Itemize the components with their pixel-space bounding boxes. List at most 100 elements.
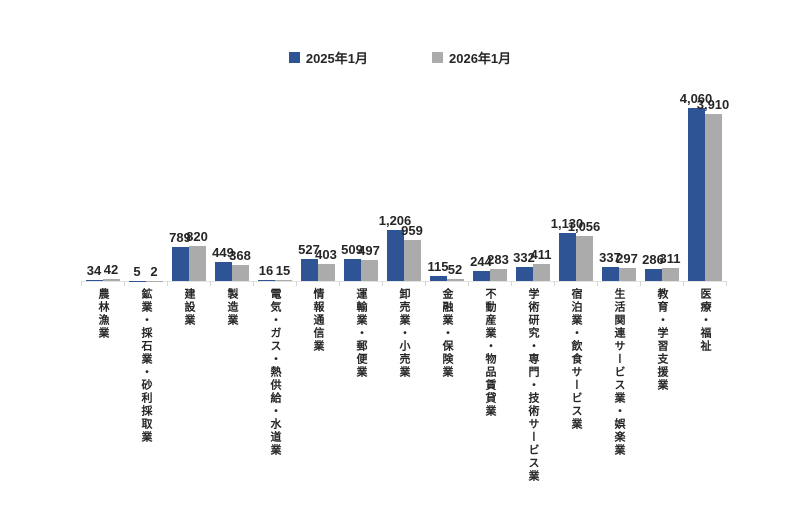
axis-tick [81,281,82,286]
bar-2025 [214,261,232,281]
plot-area: 34 42 5 2 789 820 449 368 16 15 527 403 509 497 1,206 9… [81,92,729,286]
category-label: 卸売業・小売業 [398,288,410,379]
bar-group: 332 411 [511,108,554,281]
bar-2026 [317,263,335,281]
bar-2026 [360,259,378,281]
bar-2026 [102,279,120,281]
category-label-cell: 建設業 [167,288,210,327]
bar-group: 34 42 [81,108,124,281]
bar-value-label: 3,910 [696,97,730,113]
bar-group: 1,130 1,056 [551,108,600,281]
bar-group: 789 820 [167,108,210,281]
bar-value-label: 297 [616,251,638,267]
axis-tick [597,281,598,286]
bar-value-label: 497 [358,242,380,258]
bar-value-label: 16 [258,262,274,278]
legend-swatch-2025-icon [288,52,300,63]
bar-group: 337 297 [597,108,640,281]
bar-2025 [257,279,275,281]
legend-item-2026: 2026年1月 [432,48,511,67]
bar-group: 4,060 3,910 [680,92,729,281]
category-label-cell: 製造業 [210,288,253,327]
bar-value-label: 244 [470,253,492,269]
category-label-cell: 電気・ガス・熱供給・水道業 [253,288,296,457]
bar-2025 [85,279,103,281]
bar-group: 1,206 959 [378,108,425,281]
axis-tick [382,281,383,286]
category-label: 学術研究・専門・技術サービス業 [527,288,539,483]
axis-tick [210,281,211,286]
legend-label-2026: 2026年1月 [449,51,512,66]
bar-value-label: 959 [401,223,423,239]
bar-2026 [231,265,249,281]
axis-tick [511,281,512,286]
bar-2025 [601,266,619,281]
category-label: 不動産業・物品賃貸業 [484,288,496,418]
bar-2025 [300,258,318,281]
axis-tick [296,281,297,286]
legend-label-2025: 2025年1月 [305,51,368,66]
axis-tick [124,281,125,286]
category-label: 金融業・保険業 [441,288,453,379]
bar-value-label: 283 [487,251,509,267]
category-label-cell: 宿泊業・飲食サービス業 [554,288,597,431]
bar-value-label: 411 [530,246,552,262]
bar-2025 [429,276,447,281]
bar-2026 [704,114,722,281]
bar-value-label: 368 [229,248,251,264]
bar-2025 [472,270,490,281]
category-label: 製造業 [226,288,238,327]
bar-2025 [515,266,533,281]
category-label-cell: 学術研究・専門・技術サービス業 [511,288,554,483]
bar-2026 [274,279,292,281]
bar-value-label: 286 [642,251,664,267]
bar-value-label: 820 [186,229,208,245]
category-label: 建設業 [183,288,195,327]
bar-2025 [386,229,404,281]
bar-2026 [489,268,507,281]
category-label-cell: 卸売業・小売業 [382,288,425,379]
bar-value-label: 403 [315,246,337,262]
category-label: 運輸業・郵便業 [355,288,367,379]
bar-value-label: 1,056 [567,219,601,235]
bar-value-label: 4,060 [679,91,713,106]
category-label-cell: 情報通信業 [296,288,339,353]
category-label: 生活関連サービス業・娯楽業 [613,288,625,457]
bar-group: 527 403 [296,108,339,281]
bar-value-label: 42 [103,262,119,278]
bar-2026 [575,236,593,281]
axis-tick [468,281,469,286]
axis-tick [726,281,727,286]
category-axis: 農林漁業 鉱業・採石業・砂利採取業 建設業 製造業 電気・ガス・熱供給・水道業 情報通信業… [81,288,726,503]
bar-2026 [403,240,421,281]
bar-2026 [618,268,636,281]
bar-2026 [661,267,679,281]
bar-group: 509 497 [339,108,382,281]
axis-tick [339,281,340,286]
category-label: 鉱業・採石業・砂利採取業 [140,288,152,444]
bar-value-label: 15 [275,262,291,278]
legend: 2025年1月 2026年1月 [0,48,800,67]
bar-2026 [446,278,464,281]
bar-value-label: 789 [169,230,191,246]
bar-2025 [171,247,189,281]
bar-value-label: 332 [513,249,535,265]
axis-tick [253,281,254,286]
bar-value-label: 2 [150,263,158,279]
category-label: 医療・福祉 [699,288,711,353]
bar-value-label: 52 [447,261,463,277]
category-label: 情報通信業 [312,288,324,353]
bar-value-label: 34 [86,262,102,278]
axis-tick [167,281,168,286]
bar-2025 [644,268,662,281]
bar-value-label: 337 [599,249,621,265]
category-label-cell: 鉱業・採石業・砂利採取業 [124,288,167,444]
bar-2025 [558,232,576,281]
bar-group: 115 52 [425,108,468,281]
category-label: 宿泊業・飲食サービス業 [570,288,582,431]
bar-group: 286 311 [640,108,683,281]
bar-value-label: 449 [212,244,234,260]
bar-value-label: 1,206 [378,212,412,228]
legend-swatch-2026-icon [432,52,443,63]
